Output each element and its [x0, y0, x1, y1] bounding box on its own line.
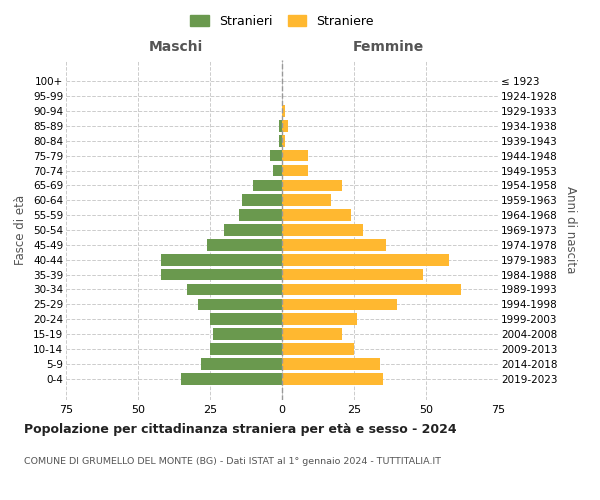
Bar [282, 135, 285, 146]
Text: Femmine: Femmine [353, 40, 424, 54]
Bar [282, 284, 461, 296]
Bar [202, 358, 282, 370]
Bar [282, 358, 380, 370]
Legend: Stranieri, Straniere: Stranieri, Straniere [187, 11, 377, 32]
Bar [282, 194, 331, 206]
Bar [210, 343, 282, 355]
Bar [282, 239, 386, 250]
Bar [282, 180, 343, 191]
Bar [239, 210, 282, 221]
Y-axis label: Anni di nascita: Anni di nascita [564, 186, 577, 274]
Bar [282, 254, 449, 266]
Bar [224, 224, 282, 236]
Text: COMUNE DI GRUMELLO DEL MONTE (BG) - Dati ISTAT al 1° gennaio 2024 - TUTTITALIA.I: COMUNE DI GRUMELLO DEL MONTE (BG) - Dati… [24, 458, 441, 466]
Bar [279, 135, 282, 146]
Bar [282, 224, 362, 236]
Bar [210, 314, 282, 325]
Y-axis label: Fasce di età: Fasce di età [14, 195, 28, 265]
Bar [282, 210, 351, 221]
Bar [253, 180, 282, 191]
Text: Popolazione per cittadinanza straniera per età e sesso - 2024: Popolazione per cittadinanza straniera p… [24, 422, 457, 436]
Bar [282, 314, 357, 325]
Bar [282, 150, 308, 162]
Bar [282, 298, 397, 310]
Bar [161, 254, 282, 266]
Bar [242, 194, 282, 206]
Bar [274, 164, 282, 176]
Bar [282, 328, 343, 340]
Bar [282, 120, 288, 132]
Bar [282, 164, 308, 176]
Bar [282, 105, 285, 117]
Bar [199, 298, 282, 310]
Bar [213, 328, 282, 340]
Bar [161, 269, 282, 280]
Bar [271, 150, 282, 162]
Bar [187, 284, 282, 296]
Bar [181, 373, 282, 384]
Bar [282, 373, 383, 384]
Bar [279, 120, 282, 132]
Bar [207, 239, 282, 250]
Bar [282, 269, 423, 280]
Bar [282, 343, 354, 355]
Text: Maschi: Maschi [148, 40, 203, 54]
